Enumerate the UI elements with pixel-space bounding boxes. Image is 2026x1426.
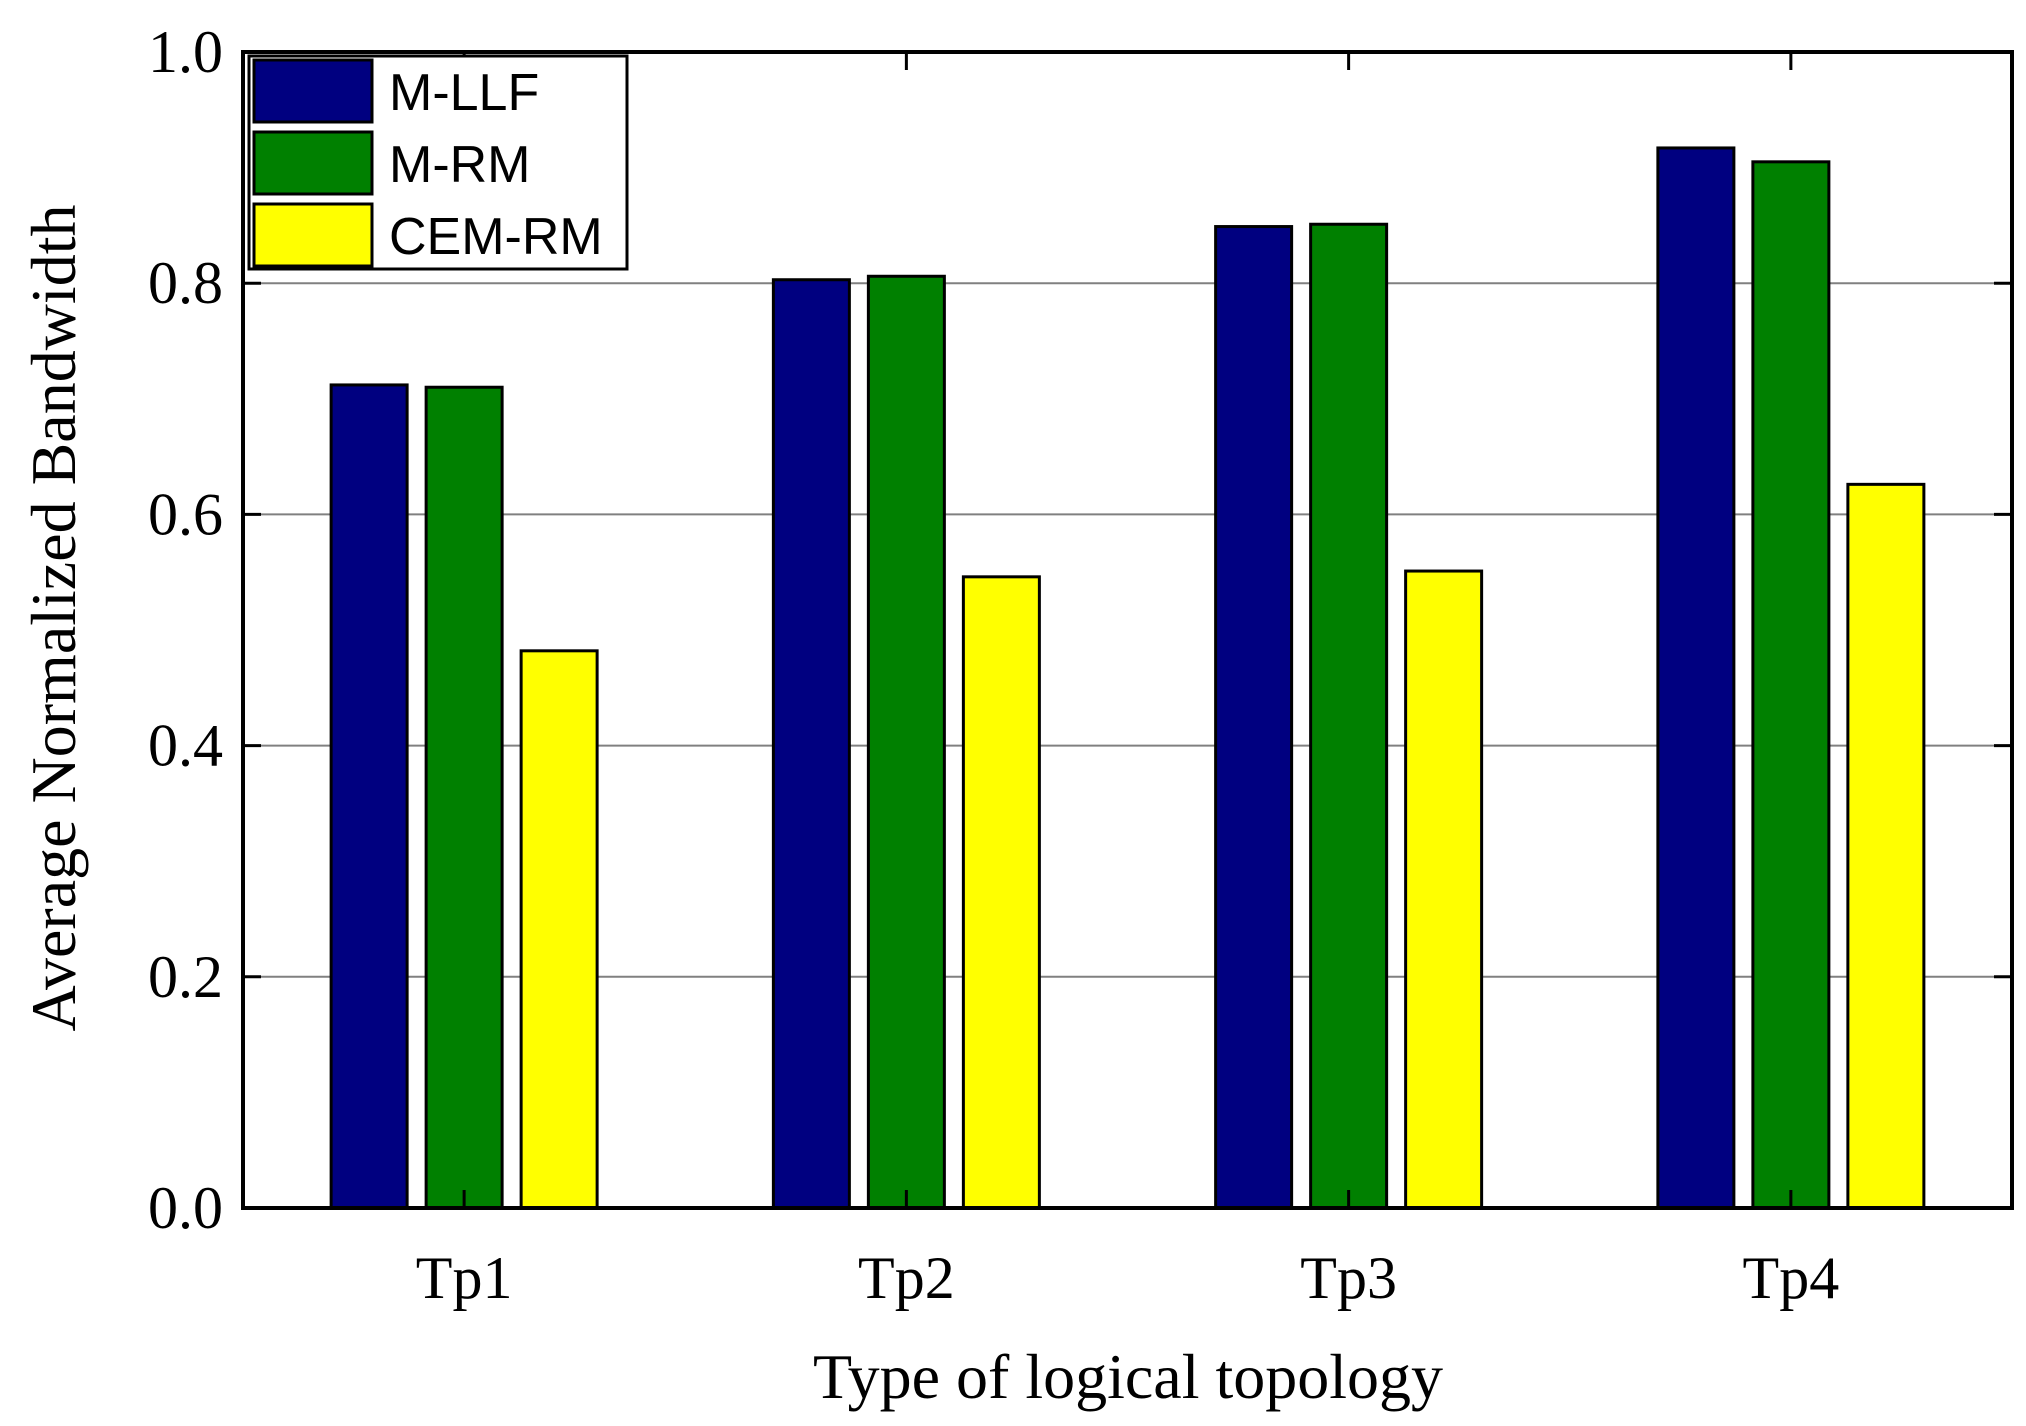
bar-m-rm-tp1 xyxy=(424,385,504,1210)
legend-label-m-rm: M-RM xyxy=(389,136,531,194)
y-tick-label: 1.0 xyxy=(148,19,223,85)
ticks: 0.0 0.2 0.4 0.6 0.8 1.0 Tp1 Tp2 Tp3 Tp4 xyxy=(148,19,2012,1311)
x-axis-title: Type of logical topology xyxy=(813,1341,1443,1412)
y-tick-label: 0.2 xyxy=(148,944,223,1010)
bar-m-rm-tp4 xyxy=(1751,160,1831,1210)
legend-label-cem-rm: CEM-RM xyxy=(389,208,603,266)
gridlines xyxy=(243,282,2012,978)
x-tick-label: Tp2 xyxy=(858,1245,955,1311)
bar-m-llf-tp3 xyxy=(1214,225,1294,1210)
x-tick-label: Tp3 xyxy=(1300,1245,1397,1311)
legend-swatch-cem-rm xyxy=(252,202,374,268)
legend-swatch-m-rm xyxy=(252,130,374,196)
y-axis-title: Average Normalized Bandwidth xyxy=(18,205,89,1032)
bar-m-llf-tp1 xyxy=(329,383,409,1210)
axes xyxy=(241,50,2014,1210)
legend-swatch-m-llf xyxy=(252,58,374,124)
bars xyxy=(329,146,1926,1210)
plot-frame xyxy=(241,50,2014,1210)
bar-cem-rm-tp2 xyxy=(961,575,1041,1210)
bar-m-llf-tp4 xyxy=(1656,146,1736,1210)
legend-label-m-llf: M-LLF xyxy=(389,64,539,122)
legend: M-LLF M-RM CEM-RM xyxy=(247,54,629,271)
bar-m-rm-tp2 xyxy=(866,274,946,1210)
y-tick-label: 0.0 xyxy=(148,1175,223,1241)
x-tick-label: Tp4 xyxy=(1743,1245,1840,1311)
bar-cem-rm-tp4 xyxy=(1846,482,1926,1210)
y-tick-label: 0.4 xyxy=(148,713,223,779)
x-tick-label: Tp1 xyxy=(416,1245,513,1311)
bar-m-rm-tp3 xyxy=(1309,222,1389,1210)
bar-cem-rm-tp1 xyxy=(519,649,599,1210)
y-tick-label: 0.6 xyxy=(148,481,223,547)
y-tick-label: 0.8 xyxy=(148,250,223,316)
bar-cem-rm-tp3 xyxy=(1404,569,1484,1210)
bar-m-llf-tp2 xyxy=(771,278,851,1210)
